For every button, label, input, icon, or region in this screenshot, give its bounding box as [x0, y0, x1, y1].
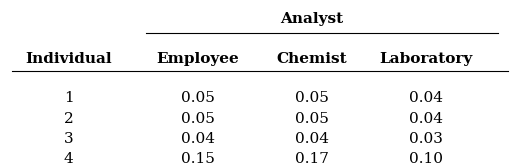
Text: 0.04: 0.04: [181, 132, 215, 146]
Text: 3: 3: [64, 132, 73, 146]
Text: 0.17: 0.17: [295, 152, 329, 166]
Text: Laboratory: Laboratory: [379, 52, 472, 66]
Text: 0.10: 0.10: [409, 152, 443, 166]
Text: Analyst: Analyst: [280, 12, 343, 26]
Text: 0.04: 0.04: [409, 112, 443, 126]
Text: 4: 4: [64, 152, 73, 166]
Text: Employee: Employee: [157, 52, 239, 66]
Text: 0.05: 0.05: [295, 91, 329, 105]
Text: 1: 1: [64, 91, 73, 105]
Text: 0.03: 0.03: [409, 132, 443, 146]
Text: 0.04: 0.04: [409, 91, 443, 105]
Text: 0.04: 0.04: [295, 132, 329, 146]
Text: 2: 2: [64, 112, 73, 126]
Text: 0.05: 0.05: [181, 112, 215, 126]
Text: Chemist: Chemist: [277, 52, 347, 66]
Text: 0.05: 0.05: [181, 91, 215, 105]
Text: Individual: Individual: [25, 52, 112, 66]
Text: 0.15: 0.15: [181, 152, 215, 166]
Text: 0.05: 0.05: [295, 112, 329, 126]
